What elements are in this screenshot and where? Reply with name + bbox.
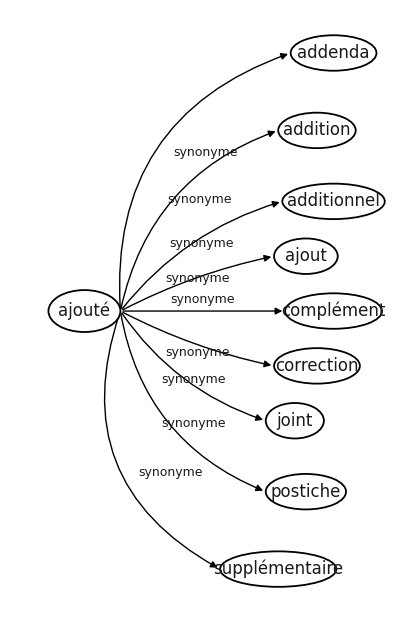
Ellipse shape xyxy=(266,403,324,438)
FancyArrowPatch shape xyxy=(121,131,274,309)
Text: complément: complément xyxy=(281,302,386,320)
Text: correction: correction xyxy=(275,357,359,375)
FancyArrowPatch shape xyxy=(123,312,270,366)
Text: synonyme: synonyme xyxy=(165,272,229,284)
Text: addenda: addenda xyxy=(297,44,370,62)
Text: additionnel: additionnel xyxy=(287,192,380,210)
Text: synonyme: synonyme xyxy=(138,466,202,479)
Text: postiche: postiche xyxy=(271,483,341,500)
Ellipse shape xyxy=(274,239,338,274)
Text: synonyme: synonyme xyxy=(161,417,225,429)
FancyArrowPatch shape xyxy=(123,255,270,310)
Text: addition: addition xyxy=(283,121,351,140)
Text: synonyme: synonyme xyxy=(173,146,238,159)
Text: ajouté: ajouté xyxy=(59,302,110,320)
Ellipse shape xyxy=(266,474,346,509)
Text: ajout: ajout xyxy=(285,247,327,265)
Ellipse shape xyxy=(278,112,356,148)
FancyArrowPatch shape xyxy=(120,54,287,308)
FancyArrowPatch shape xyxy=(122,201,278,309)
Ellipse shape xyxy=(274,348,360,384)
Text: supplémentaire: supplémentaire xyxy=(213,560,343,578)
Text: synonyme: synonyme xyxy=(161,373,225,385)
Text: synonyme: synonyme xyxy=(167,192,232,206)
Ellipse shape xyxy=(220,551,336,587)
Ellipse shape xyxy=(291,36,377,70)
FancyArrowPatch shape xyxy=(122,313,262,420)
Ellipse shape xyxy=(48,290,120,332)
FancyArrowPatch shape xyxy=(123,308,281,314)
Text: synonyme: synonyme xyxy=(171,293,235,306)
FancyArrowPatch shape xyxy=(104,314,216,567)
Text: synonyme: synonyme xyxy=(169,237,234,250)
Ellipse shape xyxy=(282,184,385,219)
Text: joint: joint xyxy=(277,411,313,430)
Text: synonyme: synonyme xyxy=(165,346,229,359)
Ellipse shape xyxy=(285,293,382,329)
FancyArrowPatch shape xyxy=(121,314,262,490)
